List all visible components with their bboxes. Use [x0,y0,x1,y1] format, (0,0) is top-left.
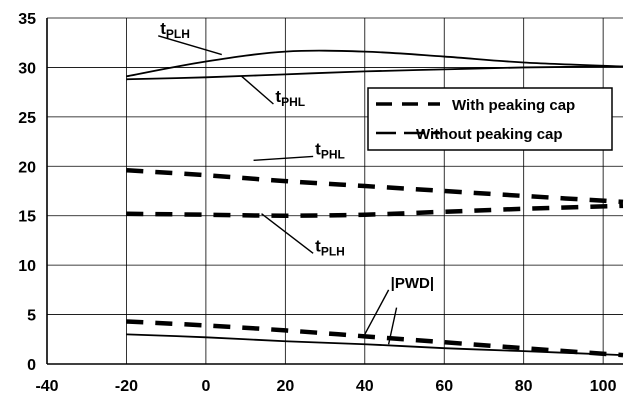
series-line-5 [126,319,624,358]
annotation-label: tPHL [315,139,345,161]
y-tick-label: 5 [27,308,36,325]
series-lines [126,49,624,358]
series-line-2 [126,65,624,81]
x-tick-label: -20 [115,378,138,395]
y-tick-label: 10 [18,258,36,275]
annotation-label: tPHL [275,87,305,109]
annotations: tPLH tPHL tPHL tPLH |PWD| [158,19,434,345]
legend: With peaking cap Without peaking cap [367,87,613,151]
axes [46,18,623,365]
legend-box [367,87,613,151]
x-tick-label: -40 [35,378,58,395]
annotation-pointer [241,75,274,105]
x-tick-label: 0 [201,378,210,395]
y-tick-label: 15 [18,209,36,226]
y-tick-label: 0 [27,357,36,374]
series-line-3 [126,167,624,205]
annotation-label: tPLH [315,236,345,258]
series-line-4 [126,203,624,218]
x-tick-label: 40 [356,378,374,395]
legend-label-with-peaking-cap: With peaking cap [452,97,575,114]
x-tick-label: 100 [590,378,617,395]
legend-label-without-peaking-cap: Without peaking cap [416,126,563,143]
x-tick-label: 80 [515,378,533,395]
y-tick-label: 30 [18,60,36,77]
annotation-pointer [387,307,398,345]
tick-labels: -40 -20 0 20 40 60 80 100 0 5 10 15 20 25 30 35 [18,11,616,395]
grid [47,17,623,364]
annotation-pointer [158,35,222,56]
y-tick-label: 20 [18,159,36,176]
series-line-6 [126,333,624,357]
annotation-label: |PWD| [391,275,434,292]
annotation-label: tPLH [160,19,190,41]
y-tick-label: 25 [18,110,36,127]
x-tick-label: 20 [276,378,294,395]
annotation-pointer [364,289,390,335]
annotation-pointer [253,155,314,162]
y-tick-label: 35 [18,11,36,28]
annotation-pointer [261,213,314,254]
x-tick-label: 60 [435,378,453,395]
series-line-1 [126,49,624,78]
